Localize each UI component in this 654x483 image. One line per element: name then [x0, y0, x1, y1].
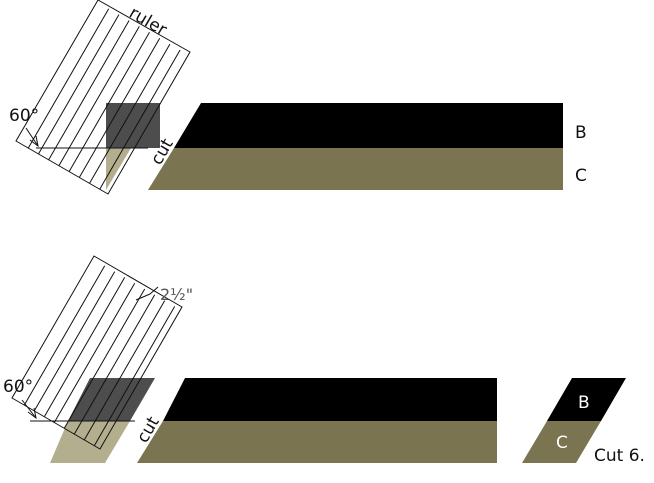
cut-piece: B C Cut 6.	[522, 378, 645, 466]
piece-c	[522, 421, 601, 463]
ruler-top	[15, 0, 191, 195]
ruler-overlay-tan-top	[106, 148, 131, 190]
strip-c-top	[148, 148, 563, 190]
strip-b-label: B	[575, 123, 587, 143]
ruler-overlay-dark-top	[106, 103, 160, 148]
strip-b-top	[174, 103, 563, 148]
strip-b-bottom	[163, 378, 497, 421]
piece-b-label: B	[578, 393, 590, 413]
ruler-bottom	[11, 255, 183, 450]
cut-count-label: Cut 6.	[594, 446, 645, 466]
strip-c-label: C	[575, 166, 587, 186]
top-step: ruler 60° cut B C	[9, 0, 587, 195]
piece-b	[547, 378, 626, 421]
bottom-step: 2½" 60° cut	[3, 255, 497, 463]
ruler-overlay-dark-bottom	[68, 378, 155, 421]
strip-c-bottom	[137, 421, 497, 463]
angle-label-bottom: 60°	[3, 377, 33, 397]
angle-label-top: 60°	[9, 106, 39, 126]
measure-label: 2½"	[160, 285, 193, 304]
piece-c-label: C	[556, 433, 568, 453]
